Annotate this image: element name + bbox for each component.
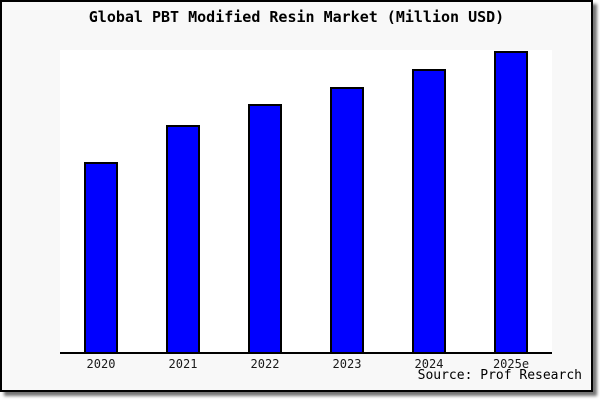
x-tick-label-2022: 2022 [250, 357, 280, 371]
source-credit: Source: Prof Research [417, 368, 582, 383]
bar-2024 [412, 69, 446, 352]
bar-2023 [330, 87, 364, 352]
x-tick-label-2025e: 2025e [492, 357, 530, 371]
plot-area [60, 50, 552, 354]
x-tick-label-2021: 2021 [168, 357, 198, 371]
bar-2021 [166, 125, 200, 352]
x-tick-label-2023: 2023 [332, 357, 362, 371]
x-tick-label-2024: 2024 [414, 357, 444, 371]
chart-card: Global PBT Modified Resin Market (Millio… [0, 0, 593, 392]
x-axis-labels: 2020 2021 2022 2023 2024 2025e [60, 357, 552, 373]
bar-2020 [84, 162, 118, 352]
chart-title: Global PBT Modified Resin Market (Millio… [88, 8, 505, 26]
bar-2025e [494, 51, 528, 352]
x-tick-label-2020: 2020 [86, 357, 116, 371]
bar-2022 [248, 104, 282, 352]
